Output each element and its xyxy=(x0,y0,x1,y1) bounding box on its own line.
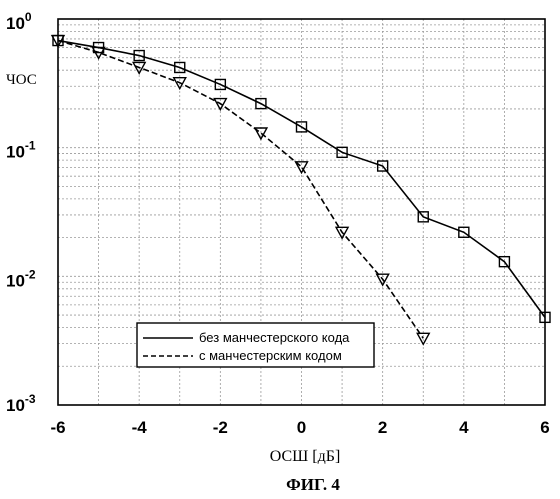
y-tick-label: 10-2 xyxy=(6,267,36,290)
figure-caption: ФИГ. 4 xyxy=(286,475,340,494)
x-tick-labels: -6 -4 -2 0 2 4 6 xyxy=(50,418,549,437)
y-tick-label: 100 xyxy=(6,10,32,33)
series-line-2 xyxy=(58,41,423,339)
legend-label-series-1: без манчестерского кода xyxy=(199,330,350,345)
y-tick-labels: 100 10-1 10-2 10-3 xyxy=(6,10,36,415)
legend-label-series-2: с манчестерским кодом xyxy=(199,348,342,363)
y-axis-label: ЧОС xyxy=(6,72,37,88)
x-tick-label: 0 xyxy=(297,418,306,437)
x-tick-label: 2 xyxy=(378,418,387,437)
x-axis-label: ОСШ [дБ] xyxy=(270,448,341,465)
x-tick-label: -2 xyxy=(213,418,228,437)
legend: без манчестерского кода с манчестерским … xyxy=(137,323,374,367)
y-tick-label: 10-3 xyxy=(6,392,36,415)
x-tick-label: 4 xyxy=(459,418,469,437)
data-point-series-2 xyxy=(417,333,429,344)
series-layer xyxy=(52,36,550,345)
x-tick-label: -4 xyxy=(132,418,148,437)
x-tick-label: 6 xyxy=(540,418,549,437)
x-tick-label: -6 xyxy=(50,418,65,437)
y-tick-label: 10-1 xyxy=(6,139,36,162)
